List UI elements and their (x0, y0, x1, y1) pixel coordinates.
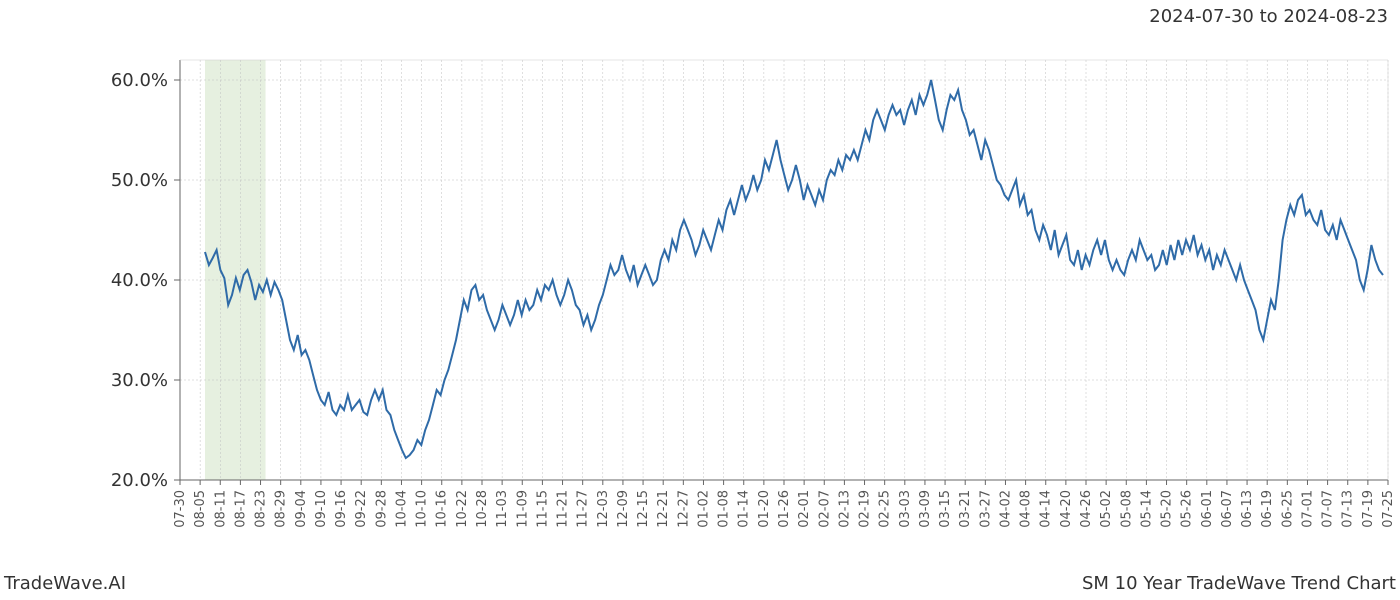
svg-text:10-16: 10-16 (435, 490, 450, 528)
svg-text:02-13: 02-13 (837, 490, 852, 528)
svg-text:02-19: 02-19 (858, 490, 873, 528)
svg-text:08-23: 08-23 (254, 490, 269, 528)
date-range-label: 2024-07-30 to 2024-08-23 (1149, 6, 1388, 27)
svg-text:08-11: 08-11 (213, 490, 228, 528)
svg-text:04-26: 04-26 (1079, 490, 1094, 528)
svg-text:03-21: 03-21 (958, 490, 973, 528)
svg-text:20.0%: 20.0% (111, 470, 168, 491)
svg-text:40.0%: 40.0% (111, 270, 168, 291)
svg-text:02-25: 02-25 (878, 490, 893, 528)
svg-text:01-14: 01-14 (737, 490, 752, 528)
svg-text:30.0%: 30.0% (111, 370, 168, 391)
svg-text:05-02: 05-02 (1099, 490, 1114, 528)
svg-text:05-26: 05-26 (1180, 490, 1195, 528)
svg-text:11-15: 11-15 (535, 490, 550, 528)
svg-text:10-22: 10-22 (455, 490, 470, 528)
svg-text:09-16: 09-16 (334, 490, 349, 528)
svg-text:12-03: 12-03 (596, 490, 611, 528)
svg-text:10-10: 10-10 (415, 490, 430, 528)
svg-text:11-21: 11-21 (556, 490, 571, 528)
svg-text:03-15: 03-15 (938, 490, 953, 528)
svg-text:12-21: 12-21 (656, 490, 671, 528)
svg-text:02-01: 02-01 (797, 490, 812, 528)
svg-text:03-09: 03-09 (918, 490, 933, 528)
svg-text:10-28: 10-28 (475, 490, 490, 528)
svg-text:01-20: 01-20 (757, 490, 772, 528)
svg-text:04-14: 04-14 (1039, 490, 1054, 528)
trend-chart-container: 2024-07-30 to 2024-08-23 20.0% 30.0% 40.0%… (0, 0, 1400, 600)
brand-label: TradeWave.AI (4, 573, 126, 594)
svg-text:07-13: 07-13 (1341, 490, 1356, 528)
svg-text:08-05: 08-05 (193, 490, 208, 528)
svg-text:60.0%: 60.0% (111, 70, 168, 91)
svg-text:03-27: 03-27 (978, 490, 993, 528)
svg-text:06-19: 06-19 (1260, 490, 1275, 528)
svg-text:05-08: 05-08 (1119, 490, 1134, 528)
svg-text:07-30: 07-30 (173, 490, 188, 528)
svg-text:05-14: 05-14 (1139, 490, 1154, 528)
svg-text:07-25: 07-25 (1381, 490, 1396, 528)
line-chart: 20.0% 30.0% 40.0% 50.0% 60.0% 07-30 08-05 08-11… (0, 0, 1400, 560)
svg-text:07-07: 07-07 (1321, 490, 1336, 528)
svg-text:04-02: 04-02 (998, 490, 1013, 528)
svg-text:09-10: 09-10 (314, 490, 329, 528)
svg-text:06-13: 06-13 (1240, 490, 1255, 528)
svg-text:12-27: 12-27 (676, 490, 691, 528)
chart-title: SM 10 Year TradeWave Trend Chart (1082, 573, 1396, 594)
svg-text:08-17: 08-17 (233, 490, 248, 528)
svg-text:08-29: 08-29 (274, 490, 289, 528)
svg-text:06-25: 06-25 (1280, 490, 1295, 528)
svg-text:01-02: 01-02 (696, 490, 711, 528)
svg-text:11-09: 11-09 (515, 490, 530, 528)
svg-text:06-07: 06-07 (1220, 490, 1235, 528)
svg-text:04-08: 04-08 (1019, 490, 1034, 528)
svg-text:12-15: 12-15 (636, 490, 651, 528)
svg-text:10-04: 10-04 (394, 490, 409, 528)
svg-text:04-20: 04-20 (1059, 490, 1074, 528)
svg-text:01-08: 01-08 (717, 490, 732, 528)
svg-text:02-07: 02-07 (817, 490, 832, 528)
svg-text:07-01: 07-01 (1300, 490, 1315, 528)
svg-text:01-26: 01-26 (777, 490, 792, 528)
svg-text:09-22: 09-22 (354, 490, 369, 528)
svg-text:06-01: 06-01 (1200, 490, 1215, 528)
svg-text:50.0%: 50.0% (111, 170, 168, 191)
svg-text:05-20: 05-20 (1160, 490, 1175, 528)
svg-text:11-27: 11-27 (576, 490, 591, 528)
svg-text:07-19: 07-19 (1361, 490, 1376, 528)
svg-text:03-03: 03-03 (898, 490, 913, 528)
svg-text:09-28: 09-28 (374, 490, 389, 528)
svg-text:09-04: 09-04 (294, 490, 309, 528)
svg-text:12-09: 12-09 (616, 490, 631, 528)
svg-text:11-03: 11-03 (495, 490, 510, 528)
